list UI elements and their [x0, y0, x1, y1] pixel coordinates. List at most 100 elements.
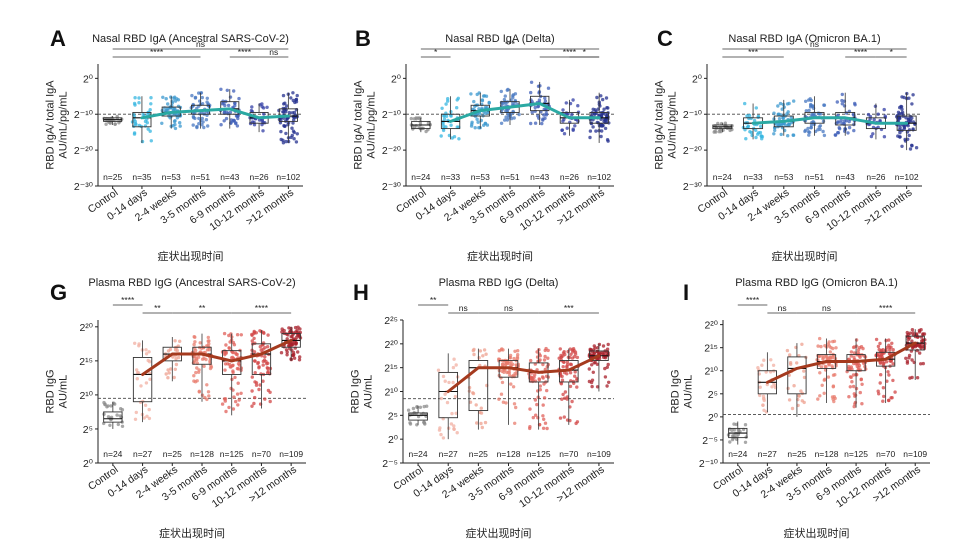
data-point	[412, 125, 417, 129]
data-point	[237, 398, 241, 402]
data-point	[172, 375, 176, 380]
data-point	[175, 348, 179, 353]
data-point	[601, 97, 605, 102]
box	[132, 111, 152, 128]
data-point	[876, 389, 880, 393]
data-point	[888, 352, 892, 356]
data-point	[174, 362, 179, 367]
data-point	[220, 402, 225, 406]
data-point	[514, 405, 518, 410]
data-point	[856, 348, 861, 352]
data-point	[235, 392, 240, 396]
data-point	[849, 365, 853, 369]
data-point	[516, 349, 520, 353]
data-point	[483, 420, 488, 425]
data-point	[261, 106, 266, 110]
data-point	[512, 356, 516, 361]
data-point	[472, 347, 476, 352]
data-point	[239, 333, 243, 337]
data-point	[259, 348, 263, 352]
data-point	[840, 92, 844, 97]
data-point	[280, 327, 284, 331]
data-point	[758, 393, 762, 398]
data-point	[513, 349, 517, 353]
data-point	[174, 357, 178, 361]
n-label: n=70	[559, 449, 578, 459]
data-point	[497, 397, 501, 401]
data-point	[589, 380, 594, 385]
data-point	[597, 356, 602, 361]
y-tick-label: 2⁰	[391, 73, 401, 85]
data-point	[261, 129, 265, 133]
data-point	[424, 129, 428, 134]
data-point	[759, 134, 763, 138]
n-label: n=24	[411, 172, 430, 182]
data-point	[822, 133, 827, 138]
data-point	[506, 87, 510, 92]
data-point	[229, 365, 233, 369]
data-point	[847, 395, 851, 399]
data-point	[575, 355, 580, 360]
data-point	[447, 380, 451, 385]
data-point	[191, 123, 195, 127]
data-point	[835, 100, 839, 104]
data-point	[605, 384, 609, 388]
data-point	[102, 400, 106, 405]
data-point	[266, 366, 270, 371]
data-point	[476, 120, 480, 124]
panel-title: Plasma RBD IgG (Ancestral SARS-CoV-2)	[88, 277, 295, 289]
data-point	[769, 358, 773, 362]
n-label: n=43	[530, 172, 549, 182]
data-point	[785, 102, 790, 106]
data-point	[884, 360, 889, 364]
data-point	[804, 109, 808, 113]
data-point	[195, 106, 199, 111]
data-point	[852, 128, 856, 133]
data-point	[422, 420, 426, 425]
data-point	[799, 389, 803, 393]
data-point	[499, 392, 504, 396]
data-point	[231, 350, 235, 355]
panel-title: Nasal RBD IgA (Delta)	[445, 33, 554, 45]
data-point	[297, 331, 301, 335]
data-point	[881, 386, 886, 390]
box	[103, 411, 123, 423]
data-point	[446, 99, 450, 103]
data-point	[511, 93, 516, 97]
data-point	[481, 354, 485, 358]
data-point	[778, 101, 783, 106]
data-point	[227, 346, 231, 350]
data-point	[910, 358, 914, 362]
data-point	[294, 140, 299, 144]
data-point	[422, 404, 426, 409]
data-point	[885, 379, 889, 383]
data-point	[754, 106, 758, 110]
data-point	[206, 335, 210, 340]
data-point	[169, 367, 173, 371]
data-point	[542, 113, 546, 117]
data-point	[907, 96, 911, 100]
data-point	[907, 356, 911, 360]
data-point	[849, 350, 854, 354]
data-point	[239, 391, 243, 395]
data-point	[529, 358, 533, 363]
data-point	[254, 383, 259, 387]
panel-h: H Plasma RBD IgG (Delta) 2⁻⁵ 2⁰ 2⁵ 2¹⁰ 2¹⁵ 2²⁰ 2…	[350, 277, 614, 540]
data-point	[575, 420, 580, 424]
data-point	[713, 129, 717, 133]
data-point	[598, 351, 602, 356]
data-point	[268, 390, 272, 394]
data-point	[562, 117, 566, 122]
data-point	[822, 391, 826, 395]
data-point	[904, 116, 908, 120]
data-point	[134, 410, 138, 415]
data-point	[595, 362, 599, 366]
data-point	[542, 382, 546, 386]
data-point	[571, 128, 575, 132]
data-point	[437, 428, 442, 432]
data-point	[135, 377, 139, 381]
data-point	[561, 360, 566, 364]
data-point	[756, 115, 760, 120]
data-point	[254, 381, 259, 385]
data-point	[116, 422, 121, 427]
